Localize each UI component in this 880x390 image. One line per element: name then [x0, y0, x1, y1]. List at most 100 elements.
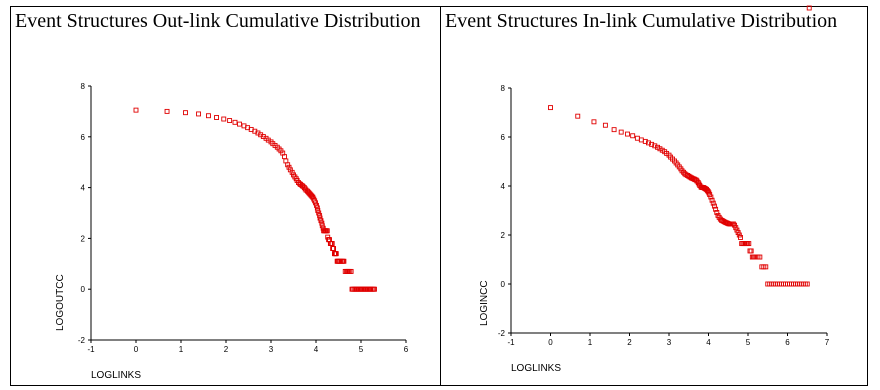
x-tick-label: 1 [588, 338, 593, 347]
y-tick-label: 2 [81, 234, 86, 243]
data-point [709, 197, 715, 203]
data-point [611, 127, 617, 133]
y-tick-label: 8 [81, 82, 86, 91]
data-point [548, 105, 553, 111]
x-axis-label: LOGLINKS [91, 370, 141, 381]
y-tick-label: 4 [501, 182, 506, 191]
data-point [329, 241, 335, 246]
x-tick-label: 7 [825, 338, 830, 347]
data-point [746, 241, 752, 247]
data-point [237, 121, 242, 127]
data-point [324, 228, 330, 234]
y-tick-label: 0 [501, 280, 506, 289]
x-tick-label: 2 [627, 338, 632, 347]
data-point [714, 210, 720, 215]
data-point [319, 223, 325, 229]
data-point [602, 122, 608, 128]
data-point [314, 202, 319, 208]
y-tick-label: 6 [81, 133, 86, 142]
y-tick-label: 8 [501, 84, 506, 93]
data-point [618, 129, 624, 135]
x-tick-label: 2 [224, 345, 229, 354]
data-point [646, 140, 651, 146]
x-tick-label: -1 [507, 338, 515, 347]
x-tick-label: 4 [314, 345, 319, 354]
data-point [221, 116, 227, 122]
data-point [630, 133, 636, 139]
chart-title: Event Structures In-link Cumulative Dist… [445, 10, 838, 32]
data-point [348, 268, 354, 274]
data-point [642, 138, 648, 144]
x-tick-label: 0 [548, 338, 553, 347]
y-tick-label: 4 [81, 184, 86, 193]
data-point [710, 200, 716, 206]
data-point [649, 141, 655, 147]
data-point [748, 248, 754, 254]
data-point [232, 119, 238, 125]
figure-frame [10, 6, 868, 386]
data-point [286, 164, 292, 170]
data-point [164, 108, 170, 114]
in-link-scatter-plot: -1 0 1 2 3 4 5 6 7 -2 0 2 4 6 8 LOGINCC LOGLINKS [479, 5, 830, 374]
data-point [711, 203, 717, 209]
data-point [319, 220, 325, 226]
data-point [314, 205, 320, 211]
data-point [708, 194, 714, 200]
data-point [575, 113, 581, 119]
x-axis-label: LOGLINKS [511, 363, 561, 374]
in-link-panel: Event Structures In-link Cumulative Dist… [441, 5, 867, 386]
chart-title: Event Structures Out-link Cumulative Dis… [15, 10, 421, 32]
y-tick-label: -2 [78, 336, 86, 345]
data-point [318, 218, 324, 224]
data-point [634, 135, 640, 141]
data-point [285, 162, 291, 168]
y-axis-label: LOGINCC [479, 280, 490, 326]
data-point [763, 264, 769, 270]
data-point [214, 115, 220, 120]
data-point [747, 248, 753, 254]
data-point [289, 169, 295, 175]
data-point [331, 246, 336, 252]
data-point [333, 251, 339, 257]
data-point [227, 118, 233, 123]
data-point [638, 137, 644, 143]
data-point [372, 286, 377, 292]
data-point [341, 258, 347, 264]
out-link-scatter-plot: -1 0 1 2 3 4 5 6 -2 0 2 4 6 8 LOGOUTCC LOGLINKS [55, 82, 409, 381]
data-point [738, 234, 743, 240]
data-point [317, 215, 323, 221]
x-tick-label: 3 [269, 345, 274, 354]
x-tick-label: 3 [667, 338, 672, 347]
data-point [133, 107, 139, 113]
y-tick-label: 0 [81, 285, 86, 294]
data-point [196, 111, 202, 117]
panel-divider [440, 6, 441, 386]
x-tick-label: 6 [785, 338, 790, 347]
y-tick-label: 2 [501, 231, 506, 240]
x-tick-label: 6 [404, 345, 409, 354]
data-point [757, 254, 763, 260]
data-point [591, 119, 597, 125]
y-tick-label: -2 [498, 329, 506, 338]
x-tick-label: 1 [179, 345, 184, 354]
data-point [183, 110, 188, 116]
x-tick-label: 4 [706, 338, 711, 347]
data-point [317, 213, 323, 218]
data-point [733, 225, 739, 231]
data-point [316, 210, 322, 216]
x-tick-label: 5 [359, 345, 364, 354]
y-tick-label: 6 [501, 133, 506, 142]
data-point [713, 206, 719, 212]
y-axis-label: LOGOUTCC [55, 274, 66, 331]
x-tick-label: 0 [134, 345, 139, 354]
data-point [804, 281, 810, 287]
x-tick-label: -1 [87, 345, 95, 354]
data-point [315, 208, 321, 213]
data-point [625, 131, 630, 137]
data-point [652, 143, 658, 149]
data-point [205, 113, 211, 119]
out-link-panel: Event Structures Out-link Cumulative Dis… [11, 6, 440, 386]
data-point [313, 200, 318, 206]
data-point [806, 5, 812, 11]
x-tick-label: 5 [746, 338, 751, 347]
